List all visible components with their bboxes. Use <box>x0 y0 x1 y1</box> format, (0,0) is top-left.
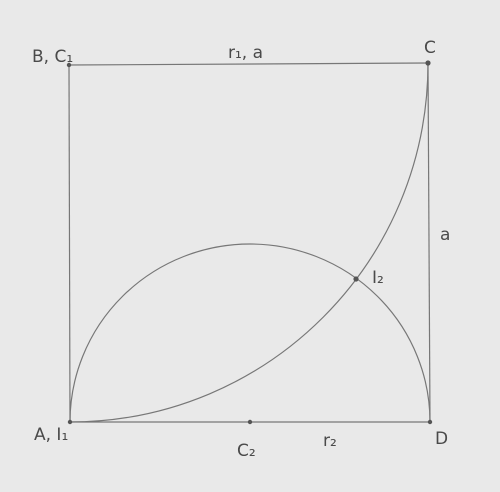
label-right-side: a <box>440 225 450 245</box>
square-right-side <box>427 62 431 423</box>
semicircle-arc <box>69 243 431 423</box>
label-top-side: r₁, a <box>228 43 263 63</box>
point-bottom-mid <box>247 419 253 425</box>
label-top-left: B, C₁ <box>32 47 73 67</box>
point-bottom-right <box>427 419 433 425</box>
label-bottom-left: A, I₁ <box>34 425 68 445</box>
point-top-left <box>66 62 72 68</box>
label-bottom-right: D <box>435 429 448 449</box>
label-bottom-radius: r₂ <box>323 431 337 451</box>
label-bottom-mid: C₂ <box>237 441 256 461</box>
point-bottom-left <box>67 419 73 425</box>
point-top-right <box>425 60 431 66</box>
square-top-side <box>68 62 429 66</box>
label-intersection: I₂ <box>372 268 384 288</box>
quarter-circle-arc <box>69 62 429 423</box>
label-top-right: C <box>424 38 436 58</box>
point-intersection <box>353 276 359 282</box>
square-left-side <box>68 64 71 423</box>
